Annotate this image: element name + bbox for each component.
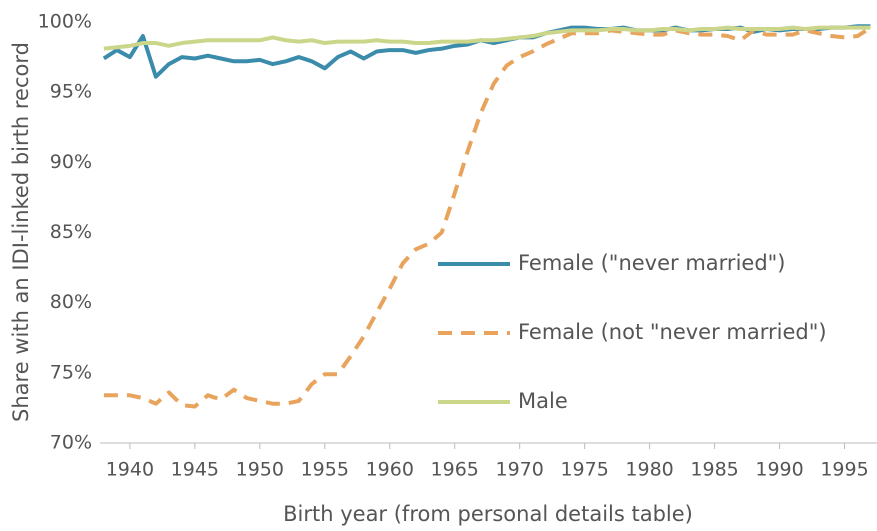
x-tick-label: 1975 (560, 459, 608, 481)
x-tick-label: 1950 (236, 459, 284, 481)
series-line (102, 24, 871, 79)
x-tick-label: 1960 (366, 459, 414, 481)
x-axis-title: Birth year (from personal details table) (283, 502, 693, 526)
y-tick-label: 100% (38, 11, 92, 33)
x-tick-label: 1990 (755, 459, 803, 481)
series-line (103, 25, 872, 409)
x-tick-label: 1965 (431, 459, 479, 481)
y-tick-label: 90% (50, 151, 92, 173)
legend-label: Male (518, 389, 568, 413)
series-line (103, 25, 871, 51)
x-tick-label: 1985 (690, 459, 738, 481)
legend-label: Female (not "never married") (518, 320, 827, 344)
y-axis-title: Share with an IDI-linked birth record (9, 42, 33, 422)
x-tick-label: 1995 (820, 459, 868, 481)
legend-label: Female ("never married") (518, 251, 786, 275)
y-tick-label: 80% (50, 291, 92, 313)
x-tick-label: 1955 (301, 459, 349, 481)
y-tick-label: 95% (50, 81, 92, 103)
x-tick-label: 1970 (496, 459, 544, 481)
x-tick-label: 1940 (106, 459, 154, 481)
x-tick-label: 1980 (625, 459, 673, 481)
y-tick-label: 70% (50, 432, 92, 454)
x-tick-label: 1945 (171, 459, 219, 481)
y-tick-label: 75% (50, 361, 92, 383)
y-tick-label: 85% (50, 221, 92, 243)
